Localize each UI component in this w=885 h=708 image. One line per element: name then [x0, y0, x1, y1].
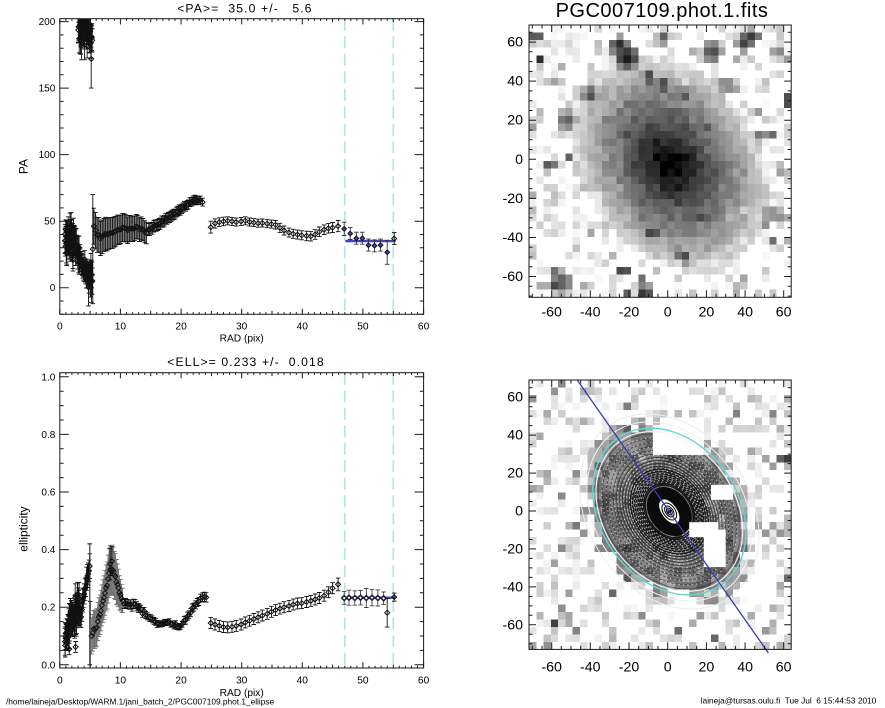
svg-text:40: 40: [737, 660, 753, 676]
svg-text:50: 50: [357, 322, 369, 333]
svg-text:PGC007109.phot.1.fits: PGC007109.phot.1.fits: [556, 0, 769, 22]
svg-text:60: 60: [418, 322, 430, 333]
svg-text:-60: -60: [541, 305, 562, 321]
svg-text:20: 20: [699, 660, 715, 676]
svg-text:-20: -20: [619, 305, 640, 321]
svg-text:50: 50: [357, 676, 369, 687]
svg-text:-60: -60: [541, 660, 562, 676]
svg-text:20: 20: [699, 305, 715, 321]
svg-text:1.0: 1.0: [41, 372, 55, 383]
svg-text:0: 0: [515, 504, 523, 520]
svg-text:0: 0: [515, 152, 523, 168]
svg-text:-60: -60: [502, 617, 523, 633]
svg-text:30: 30: [236, 322, 248, 333]
svg-text:-20: -20: [502, 191, 523, 207]
svg-text:-20: -20: [502, 541, 523, 557]
svg-text:40: 40: [297, 322, 309, 333]
svg-text:0.0: 0.0: [41, 660, 55, 671]
svg-text:40: 40: [507, 428, 523, 444]
svg-text:0.2: 0.2: [41, 603, 55, 614]
svg-text:-40: -40: [502, 579, 523, 595]
svg-text:-40: -40: [502, 230, 523, 246]
svg-text:0.4: 0.4: [41, 545, 55, 556]
svg-text:-60: -60: [502, 269, 523, 285]
svg-text:20: 20: [507, 466, 523, 482]
svg-text:0.8: 0.8: [41, 430, 55, 441]
svg-text:-40: -40: [580, 660, 601, 676]
svg-text:50: 50: [44, 217, 56, 228]
svg-text:60: 60: [776, 305, 792, 321]
svg-text:20: 20: [175, 676, 187, 687]
svg-text:60: 60: [776, 660, 792, 676]
svg-text:RAD (pix): RAD (pix): [220, 334, 264, 345]
svg-text:60: 60: [507, 35, 523, 51]
svg-text:20: 20: [175, 322, 187, 333]
svg-text:/home/laineja/Desktop/WARM.1/j: /home/laineja/Desktop/WARM.1/jani_batch_…: [6, 696, 275, 706]
svg-text:ellipticity: ellipticity: [17, 506, 31, 551]
svg-text:40: 40: [297, 676, 309, 687]
svg-text:0: 0: [57, 322, 63, 333]
svg-text:0: 0: [50, 283, 56, 294]
svg-text:20: 20: [507, 113, 523, 129]
svg-text:60: 60: [418, 676, 430, 687]
svg-text:60: 60: [507, 390, 523, 406]
svg-text:10: 10: [115, 676, 127, 687]
svg-text:laineja@tursas.oulu.fi Tue Ju: laineja@tursas.oulu.fi Tue Jul 6 15:44:5…: [701, 696, 877, 706]
svg-text:RAD (pix): RAD (pix): [220, 688, 264, 699]
svg-text:30: 30: [236, 676, 248, 687]
svg-text:<ELL>= 0.233 +/- 0.018: <ELL>= 0.233 +/- 0.018: [167, 355, 324, 369]
svg-text:0: 0: [664, 660, 672, 676]
svg-text:200: 200: [39, 17, 56, 28]
svg-text:0: 0: [57, 676, 63, 687]
svg-text:-20: -20: [619, 660, 640, 676]
svg-text:150: 150: [39, 84, 56, 95]
svg-text:-40: -40: [580, 305, 601, 321]
svg-text:40: 40: [737, 305, 753, 321]
svg-text:40: 40: [507, 74, 523, 90]
svg-text:<PA>= 35.0 +/- 5.6: <PA>= 35.0 +/- 5.6: [177, 2, 312, 16]
svg-text:PA: PA: [17, 159, 31, 174]
svg-text:100: 100: [39, 150, 56, 161]
svg-text:0.6: 0.6: [41, 488, 55, 499]
svg-text:0: 0: [664, 305, 672, 321]
svg-text:10: 10: [115, 322, 127, 333]
